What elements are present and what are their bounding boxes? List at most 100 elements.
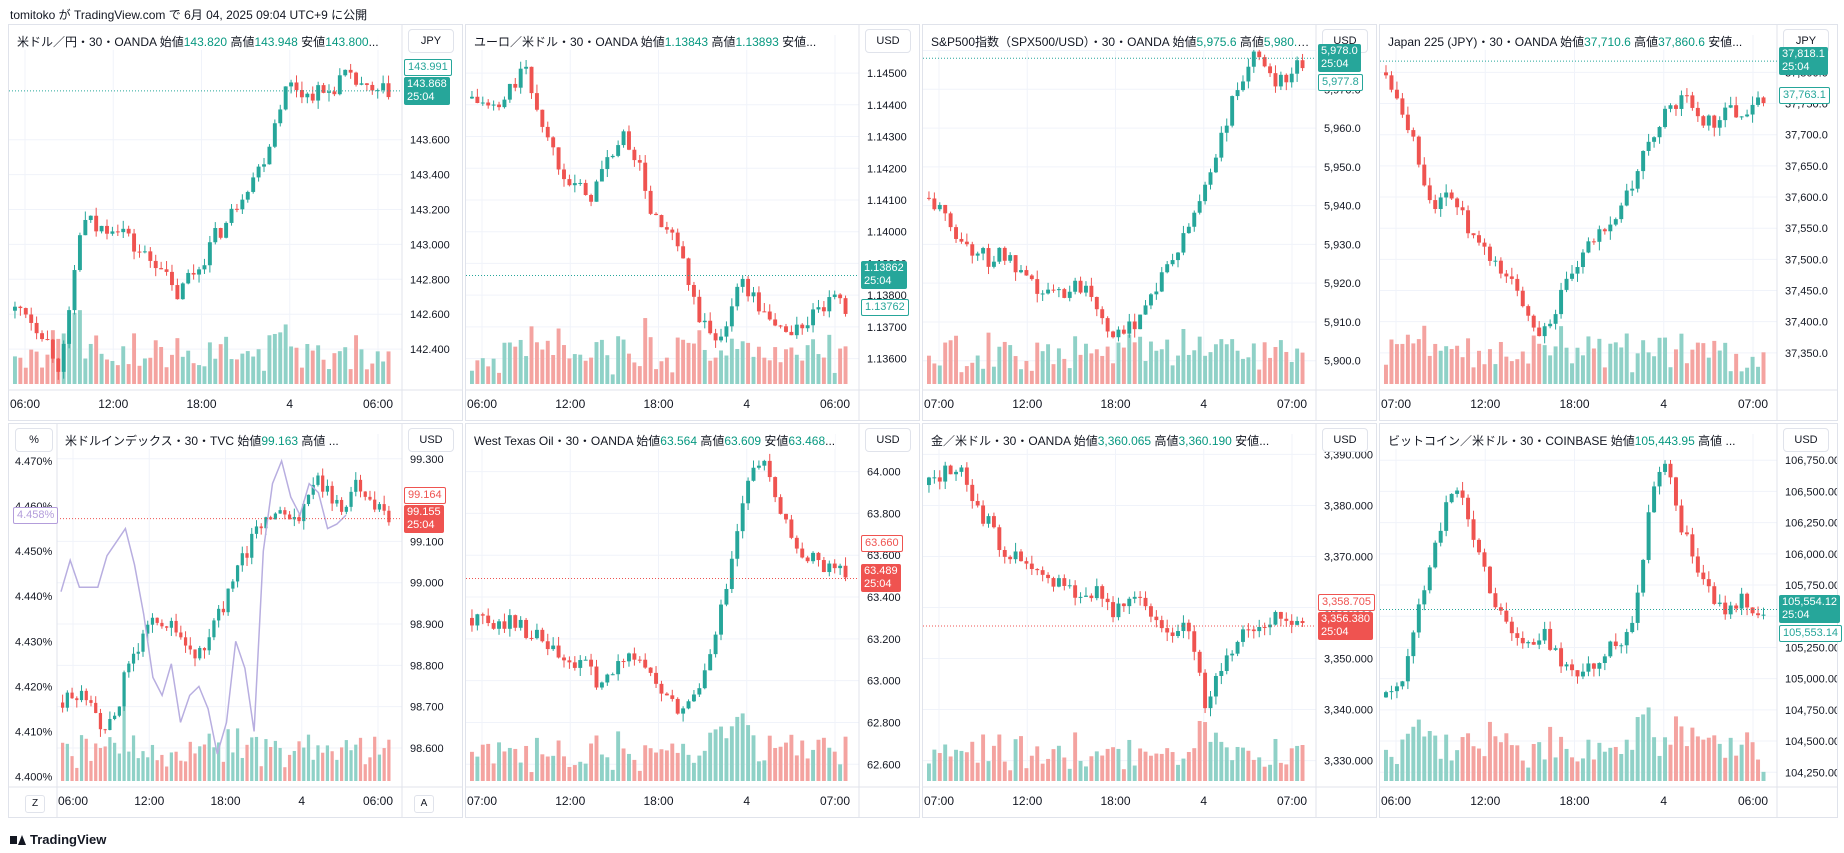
candle-body (316, 85, 321, 101)
x-tick-label: 12:00 (1012, 397, 1042, 411)
volume-bar (729, 726, 734, 781)
symbol-title[interactable]: 米ドルインデックス・30・TVC (65, 434, 238, 448)
volume-bar (254, 736, 259, 781)
volume-bar (654, 752, 658, 781)
symbol-title[interactable]: 金／米ドル・30・OANDA (931, 434, 1074, 448)
volume-bar (1203, 722, 1208, 781)
volume-bar (1067, 368, 1072, 384)
volume-bar (67, 330, 72, 384)
volume-bar (1384, 749, 1388, 781)
legend-ellipsis: ... (1732, 35, 1743, 49)
symbol-title[interactable]: West Texas Oil・30・OANDA (474, 434, 637, 448)
candle-body (507, 615, 512, 629)
currency-button[interactable]: JPY (408, 29, 454, 53)
candle-body (1013, 551, 1018, 560)
symbol-title[interactable]: S&P500指数（SPX500/USD）・30・OANDA (931, 35, 1173, 49)
candle-body (231, 581, 235, 589)
candle-body (794, 324, 799, 336)
candle-body (697, 296, 702, 323)
candle-body (1289, 620, 1294, 625)
candle-body (1663, 463, 1668, 472)
symbol-title[interactable]: Japan 225 (JPY)・30・OANDA (1388, 35, 1561, 49)
candle-body (207, 637, 211, 651)
volume-bar (578, 761, 583, 781)
candle-body (997, 527, 1002, 551)
y-tick-label: 37,600.0 (1785, 192, 1828, 204)
volume-bar (1159, 753, 1164, 781)
candle-body (540, 109, 545, 127)
candle-body (202, 265, 207, 270)
candle-body (1668, 463, 1673, 478)
currency-button[interactable]: USD (408, 428, 454, 452)
auto-scale-button[interactable]: A (414, 795, 434, 813)
candle-body (354, 479, 358, 492)
y-tick-label: 37,650.0 (1785, 161, 1828, 173)
volume-bar (105, 359, 109, 384)
chart-svg: 104,250.00 104,500.00 104,750.00 105,000.00… (1380, 424, 1837, 817)
candle-body (363, 491, 367, 497)
chart-panel-eurusd[interactable]: 1.136001.137001.138001.139001.140001.141… (465, 24, 920, 421)
zoom-button[interactable]: Z (25, 795, 45, 813)
low-value: 63.468 (788, 434, 826, 448)
high-value: 1.13893 (735, 35, 783, 49)
candle-body (1498, 607, 1503, 611)
countdown-timer: 25:04 (407, 90, 435, 103)
candle-body (240, 553, 244, 566)
chart-panel-wtico[interactable]: 62.600 62.800 63.000 63.200 63.400 63.600 63.8… (465, 423, 920, 818)
candle-body (735, 286, 740, 307)
volume-bar (937, 365, 942, 384)
percent-button[interactable]: % (15, 428, 53, 452)
volume-bar (805, 345, 810, 384)
candle-body (141, 633, 145, 652)
candle-body (358, 479, 363, 492)
tradingview-footer[interactable]: TradingView (10, 832, 106, 847)
volume-bar (1701, 739, 1706, 781)
candle-body (1300, 621, 1305, 624)
volume-bar (84, 738, 88, 781)
x-tick-label: 4 (298, 794, 305, 808)
volume-bar (740, 713, 745, 781)
candle-body (1608, 641, 1613, 657)
symbol-title[interactable]: ビットコイン／米ドル・30・COINBASE (1388, 434, 1611, 448)
candle-body (1405, 114, 1410, 131)
volume-bar (964, 366, 969, 384)
y-tick-label: 98.700 (410, 702, 444, 714)
volume-bar (1192, 350, 1197, 384)
candle-body (789, 519, 794, 538)
candle-body (1411, 130, 1416, 137)
chart-panel-usdjpy[interactable]: 142.400 142.600 142.800 143.000 143.200 143.4… (8, 24, 463, 421)
volume-bar (746, 725, 751, 781)
open-label: 始値 (1172, 35, 1197, 49)
currency-button[interactable]: USD (1783, 428, 1829, 452)
currency-button[interactable]: USD (865, 428, 911, 452)
candle-body (18, 306, 23, 309)
candle-body (1553, 648, 1558, 650)
candle-body (1035, 279, 1040, 294)
chart-panel-xauusd[interactable]: 3,330.0003,340.0003,350.0003,360.0003,37… (922, 423, 1377, 818)
symbol-title[interactable]: 米ドル／円・30・OANDA (17, 35, 160, 49)
legend-ellipsis: ... (1259, 434, 1270, 448)
chart-panel-jp225[interactable]: 37,350.0 37,400.0 37,450.0 37,500.0 37,550.0… (1379, 24, 1838, 421)
chart-panel-spx500[interactable]: 5,900.0 5,910.0 5,920.0 5,930.0 5,940.0 5,950… (922, 24, 1377, 421)
volume-bar (137, 365, 142, 384)
volume-bar (832, 751, 837, 781)
currency-button[interactable]: USD (865, 29, 911, 53)
symbol-title[interactable]: ユーロ／米ドル・30・OANDA (474, 35, 641, 49)
chart-panel-btcusd[interactable]: 104,250.00 104,500.00 104,750.00 105,000.00… (1379, 423, 1843, 818)
volume-bar (1580, 355, 1585, 384)
volume-bar (1723, 757, 1728, 781)
candle-body (235, 565, 240, 582)
volume-bar (1111, 747, 1115, 781)
candle-body (1624, 632, 1629, 646)
volume-bar (948, 756, 953, 781)
volume-bar (1411, 726, 1416, 781)
volume-bar (932, 749, 937, 781)
currency-button[interactable]: USD (1322, 428, 1368, 452)
volume-bar (1035, 342, 1040, 384)
candle-body (136, 651, 140, 654)
candle-body (1602, 229, 1607, 232)
candle-body (654, 213, 658, 216)
y-tick-label: 104,750.00 (1785, 705, 1837, 717)
chart-panel-dxy[interactable]: 98.600 98.700 98.800 98.900 99.000 99.100 99.3… (8, 423, 463, 818)
volume-bar (1498, 742, 1503, 781)
